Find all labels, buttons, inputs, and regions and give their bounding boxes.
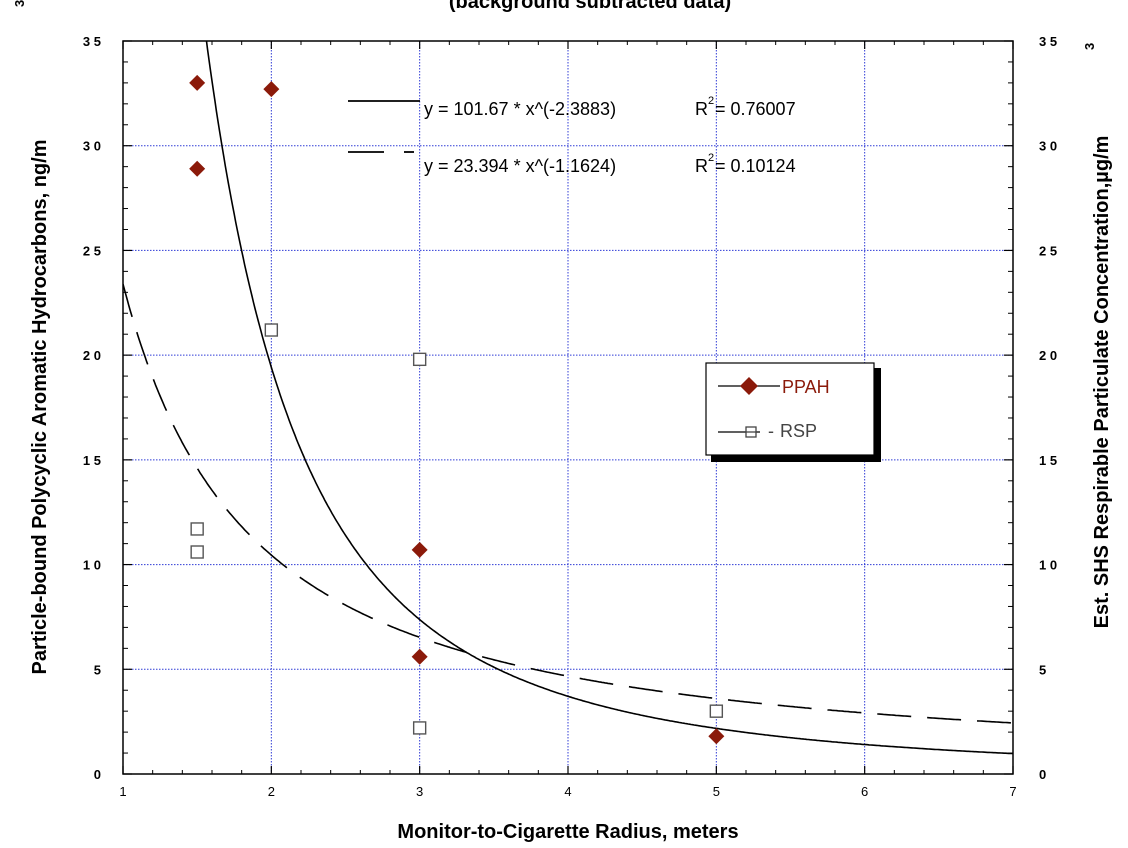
- y-left-tick-label: 2 0: [83, 348, 101, 363]
- legend: PPAH - RSP: [705, 362, 881, 462]
- axis-ticks: [122, 40, 1014, 775]
- x-tick-label: 5: [713, 784, 720, 799]
- left-axis-title-group: Particle-bound Polycyclic Aromatic Hydro…: [29, 140, 51, 675]
- rsp-point: [412, 352, 427, 367]
- rsp-point: [709, 704, 724, 718]
- left-axis-title-superscript: 3: [12, 0, 27, 7]
- rsp-point: [264, 323, 279, 337]
- y-right-tick-label: 5: [1039, 662, 1046, 677]
- rsp-point: [190, 522, 204, 536]
- fit-equations: y = 101.67 * x^(-2.3883) R 2 = 0.76007 y…: [348, 95, 796, 176]
- y-left-tick-label: 3 5: [83, 34, 101, 49]
- ppah-point: [411, 541, 428, 558]
- legend-rsp-label: RSP: [780, 421, 817, 441]
- rsp-point: [412, 721, 427, 735]
- x-tick-label: 7: [1009, 784, 1016, 799]
- left-axis-title: Particle-bound Polycyclic Aromatic Hydro…: [29, 140, 51, 675]
- dashed-fit-equation: y = 23.394 * x^(-1.1624): [424, 156, 616, 176]
- ppah-point: [263, 81, 280, 98]
- x-axis-title: Monitor-to-Cigarette Radius, meters: [397, 821, 738, 843]
- x-tick-label: 3: [416, 784, 423, 799]
- y-left-tick-label: 1 0: [83, 558, 101, 573]
- y-right-tick-label: 3 0: [1039, 139, 1057, 154]
- tick-labels: 1 2 3 4 5 6 7 0 5 1 0 1 5 2 0 2 5 3 0 3 5 0 5 1 0 1 5 2 0 2 …: [83, 34, 1057, 799]
- right-axis-title: Est. SHS Respirable Particulate Concentr…: [1091, 136, 1113, 629]
- y-left-tick-label: 2 5: [83, 243, 101, 258]
- ppah-point: [411, 648, 428, 665]
- right-axis-title-superscript: 3: [1082, 43, 1097, 50]
- solid-fit-equation: y = 101.67 * x^(-2.3883): [424, 99, 616, 119]
- ppah-point: [189, 74, 206, 91]
- right-axis-title-group: Est. SHS Respirable Particulate Concentr…: [1091, 136, 1113, 629]
- legend-box: [705, 362, 875, 456]
- fit-curve-dashed: [123, 283, 1013, 724]
- dashed-fit-r2-superscript: 2: [708, 152, 714, 164]
- right-axis-title-sup-group: 3: [1082, 43, 1097, 50]
- fit-curves: [123, 41, 1013, 755]
- ppah-point: [708, 728, 725, 745]
- legend-rsp-prefix: -: [768, 421, 774, 441]
- y-left-tick-label: 1 5: [83, 453, 101, 468]
- solid-fit-r2-superscript: 2: [708, 95, 714, 107]
- solid-fit-r2-value: = 0.76007: [715, 99, 796, 119]
- legend-ppah-label: PPAH: [782, 377, 830, 397]
- y-left-tick-label: 3 0: [83, 139, 101, 154]
- y-right-tick-label: 0: [1039, 767, 1046, 782]
- y-left-tick-label: 0: [94, 767, 101, 782]
- dashed-fit-r2-label: R: [695, 156, 708, 176]
- y-right-tick-label: 2 5: [1039, 243, 1057, 258]
- left-axis-title-sup-group: 3: [12, 0, 27, 7]
- chart-title: (background subtracted data): [449, 0, 731, 13]
- x-tick-label: 1: [119, 784, 126, 799]
- dashed-fit-r2-value: = 0.10124: [715, 156, 796, 176]
- y-left-tick-label: 5: [94, 662, 101, 677]
- y-right-tick-label: 1 5: [1039, 453, 1057, 468]
- fit-curve-solid: [205, 41, 1013, 755]
- data-markers: [189, 74, 725, 745]
- y-right-tick-label: 3 5: [1039, 34, 1057, 49]
- legend-ppah-marker: [740, 377, 758, 395]
- x-tick-label: 2: [268, 784, 275, 799]
- ppah-point: [189, 160, 206, 177]
- x-tick-label: 6: [861, 784, 868, 799]
- rsp-point: [190, 545, 204, 559]
- x-tick-label: 4: [564, 784, 571, 799]
- solid-fit-r2-label: R: [695, 99, 708, 119]
- y-right-tick-label: 1 0: [1039, 558, 1057, 573]
- y-right-tick-label: 2 0: [1039, 348, 1057, 363]
